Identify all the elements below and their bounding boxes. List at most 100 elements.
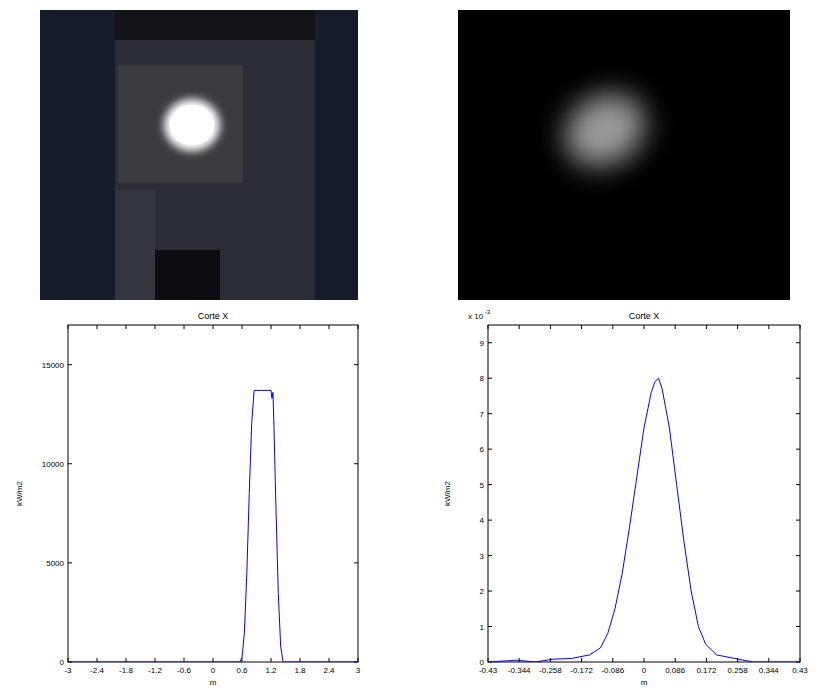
y-tick (68, 562, 72, 563)
y-tick (488, 484, 492, 485)
x-tick (97, 325, 98, 329)
x-tick (184, 658, 185, 662)
y-tick-label: 9 (480, 339, 485, 348)
x-tick-label: -0.086 (601, 666, 624, 675)
x-tick (213, 658, 214, 662)
y-tick (796, 378, 800, 379)
x-tick (300, 325, 301, 329)
data-group (68, 390, 358, 662)
y-tick (488, 591, 492, 592)
x-tick (242, 325, 243, 329)
x-tick (358, 658, 359, 662)
y-tick (796, 591, 800, 592)
x-tick (675, 658, 676, 662)
y-tick (488, 555, 492, 556)
chart: Corte X-3-2.4-1.8-1.2-0.600.61.21.82.430… (15, 311, 361, 687)
x-tick-label: -3 (64, 666, 72, 675)
y-tick (354, 364, 358, 365)
x-tick-label: 0.086 (665, 666, 686, 675)
light-spot (170, 105, 214, 145)
camera-image (458, 10, 790, 300)
chart-title: Corte X (629, 311, 660, 321)
y-multiplier-exponent: -3 (485, 309, 491, 315)
page: Corte X-3-2.4-1.8-1.2-0.600.61.21.82.430… (0, 0, 835, 690)
y-tick-label: 8 (480, 374, 485, 383)
photo-sky (40, 10, 358, 300)
x-tick (329, 325, 330, 329)
x-tick (271, 325, 272, 329)
x-tick (358, 325, 359, 329)
light-spot-glow (164, 99, 220, 151)
target-panel (118, 65, 243, 183)
x-tick (581, 658, 582, 662)
x-tick (644, 325, 645, 329)
x-tick (706, 658, 707, 662)
y-tick-label: 0 (480, 658, 485, 667)
y-tick (68, 364, 72, 365)
y-tick-label: 5 (480, 481, 485, 490)
profile-line (488, 378, 800, 662)
y-multiplier: x 10 (468, 312, 484, 321)
y-tick-label: 3 (480, 552, 485, 561)
y-axis-title: kW/m2 (15, 481, 24, 506)
y-tick (796, 413, 800, 414)
x-tick-label: 0.344 (759, 666, 780, 675)
x-tick-label: 0.6 (236, 666, 248, 675)
profile-line (68, 390, 358, 662)
x-tick (97, 658, 98, 662)
x-tick (213, 325, 214, 329)
x-tick (768, 658, 769, 662)
data-group (488, 378, 800, 662)
x-tick-label: 0.258 (728, 666, 749, 675)
x-tick-label: -0.172 (570, 666, 593, 675)
x-tick (550, 325, 551, 329)
x-tick (706, 325, 707, 329)
y-tick (488, 342, 492, 343)
y-tick-label: 5000 (46, 559, 64, 568)
x-tick-label: 0 (211, 666, 216, 675)
y-tick-label: 0 (60, 658, 65, 667)
x-tick-label: -1.2 (148, 666, 162, 675)
y-tick-label: 15000 (42, 361, 65, 370)
x-tick (184, 325, 185, 329)
y-tick-label: 6 (480, 445, 485, 454)
x-tick (612, 658, 613, 662)
x-tick (581, 325, 582, 329)
flux-spot (552, 80, 659, 181)
x-tick-label: -1.8 (119, 666, 133, 675)
x-tick (126, 658, 127, 662)
chart: Corte X -0.43 -0.344 -0.258 -0.172 -0.086 0 0.0… (443, 309, 808, 687)
y-tick-label: 7 (480, 410, 485, 419)
y-tick (796, 520, 800, 521)
x-tick-label: 0 (642, 666, 647, 675)
x-tick (271, 658, 272, 662)
y-tick (354, 562, 358, 563)
x-tick-label: -0.43 (479, 666, 498, 675)
x-tick-label: -2.4 (90, 666, 104, 675)
chart-title: Corte X (198, 311, 229, 321)
x-tick (800, 325, 801, 329)
x-tick-label: -0.6 (177, 666, 191, 675)
x-tick-label: 3 (356, 666, 361, 675)
x-tick (329, 658, 330, 662)
tower-door (150, 250, 220, 300)
x-tick (612, 325, 613, 329)
x-tick-label: -0.258 (539, 666, 562, 675)
y-tick (796, 449, 800, 450)
x-tick (488, 658, 489, 662)
x-tick (675, 325, 676, 329)
x-tick (737, 325, 738, 329)
y-tick-label: 1 (480, 623, 485, 632)
x-tick (68, 658, 69, 662)
y-tick-label: 2 (480, 587, 485, 596)
plot-frame (68, 325, 358, 662)
x-tick-label: -0.344 (508, 666, 531, 675)
x-tick-label: 0.172 (696, 666, 717, 675)
x-tick-label: 2.4 (323, 666, 335, 675)
x-tick (155, 658, 156, 662)
x-tick (68, 325, 69, 329)
x-tick-label: 1.8 (294, 666, 306, 675)
y-tick (488, 626, 492, 627)
tower-top (115, 10, 315, 40)
x-tick (126, 325, 127, 329)
